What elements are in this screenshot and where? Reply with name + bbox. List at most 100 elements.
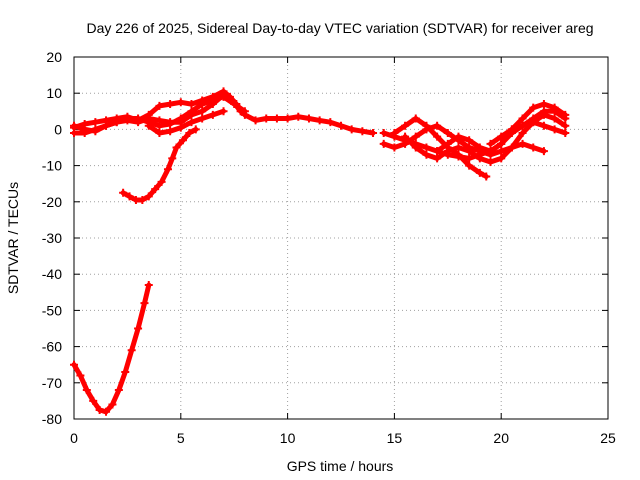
- data-point: [390, 129, 399, 138]
- data-point: [411, 132, 420, 141]
- data-point: [315, 116, 324, 125]
- data-point: [121, 367, 130, 376]
- chart-title: Day 226 of 2025, Sidereal Day-to-day VTE…: [86, 20, 593, 36]
- data-point: [529, 118, 538, 127]
- series-track-6: [144, 107, 228, 138]
- data-point: [82, 386, 91, 395]
- y-tick-label: 20: [46, 49, 62, 65]
- data-point: [482, 172, 491, 181]
- y-tick-label: -30: [42, 230, 62, 246]
- data-point: [166, 127, 175, 136]
- data-point: [529, 143, 538, 152]
- data-point: [422, 150, 431, 159]
- data-point: [166, 100, 175, 109]
- data-point: [240, 107, 249, 116]
- data-point: [401, 121, 410, 130]
- data-series: [70, 87, 570, 416]
- data-point: [187, 100, 196, 109]
- data-point: [168, 154, 177, 163]
- data-point: [550, 125, 559, 134]
- data-point: [539, 147, 548, 156]
- data-point: [539, 100, 548, 109]
- data-point: [465, 136, 474, 145]
- y-tick-label: -60: [42, 339, 62, 355]
- data-point: [208, 110, 217, 119]
- data-point: [166, 119, 175, 128]
- data-point: [151, 185, 160, 194]
- data-point: [80, 129, 89, 138]
- data-point: [358, 127, 367, 136]
- data-point: [172, 143, 181, 152]
- data-point: [443, 129, 452, 138]
- y-tick-label: 0: [54, 121, 62, 137]
- data-point: [155, 101, 164, 110]
- data-point: [486, 157, 495, 166]
- x-tick-label: 25: [600, 430, 616, 446]
- data-point: [144, 192, 153, 201]
- data-point: [561, 121, 570, 130]
- data-point: [561, 129, 570, 138]
- data-point: [198, 100, 207, 109]
- y-tick-label: -40: [42, 266, 62, 282]
- y-tick-label: -20: [42, 194, 62, 210]
- data-point: [125, 192, 134, 201]
- x-tick-label: 0: [70, 430, 78, 446]
- data-point: [433, 154, 442, 163]
- data-point: [539, 121, 548, 130]
- data-point: [198, 107, 207, 116]
- data-point: [123, 114, 132, 123]
- data-point: [144, 281, 153, 290]
- data-point: [70, 129, 78, 138]
- y-axis-label: SDTVAR / TECUs: [5, 182, 21, 294]
- data-point: [114, 386, 123, 395]
- data-point: [187, 118, 196, 127]
- data-point: [89, 396, 98, 405]
- data-point: [379, 129, 388, 138]
- data-point: [518, 121, 527, 130]
- data-point: [157, 177, 166, 186]
- data-point: [155, 121, 164, 130]
- data-point: [198, 114, 207, 123]
- data-point: [465, 147, 474, 156]
- data-point: [134, 324, 143, 333]
- data-point: [91, 125, 100, 134]
- series-track-11: [433, 100, 570, 156]
- data-point: [401, 132, 410, 141]
- y-tick-label: -70: [42, 375, 62, 391]
- series-track-2: [119, 125, 200, 204]
- x-axis-label: GPS time / hours: [287, 458, 394, 474]
- data-point: [561, 110, 570, 119]
- y-tick-label: -80: [42, 411, 62, 427]
- series-track-12: [486, 118, 570, 148]
- data-point: [475, 168, 484, 177]
- data-point: [518, 114, 527, 123]
- data-point: [529, 103, 538, 112]
- data-point: [486, 147, 495, 156]
- data-point: [443, 147, 452, 156]
- series-line: [391, 116, 489, 179]
- data-point: [465, 154, 474, 163]
- data-point: [294, 112, 303, 121]
- series-track-9: [390, 114, 491, 181]
- data-point: [454, 143, 463, 152]
- data-point: [411, 114, 420, 123]
- data-point: [433, 121, 442, 130]
- data-point: [539, 110, 548, 119]
- data-point: [422, 121, 431, 130]
- data-point: [191, 125, 200, 134]
- data-point: [138, 195, 147, 204]
- data-point: [433, 147, 442, 156]
- data-point: [475, 143, 484, 152]
- data-point: [219, 107, 228, 116]
- data-point: [95, 405, 104, 414]
- data-point: [140, 299, 149, 308]
- x-tick-label: 10: [280, 430, 296, 446]
- data-point: [326, 118, 335, 127]
- series-line: [71, 282, 152, 415]
- data-point: [262, 114, 271, 123]
- y-tick-label: -50: [42, 302, 62, 318]
- data-point: [185, 129, 194, 138]
- data-point: [486, 139, 495, 148]
- data-point: [550, 103, 559, 112]
- series-track-1: [70, 281, 153, 416]
